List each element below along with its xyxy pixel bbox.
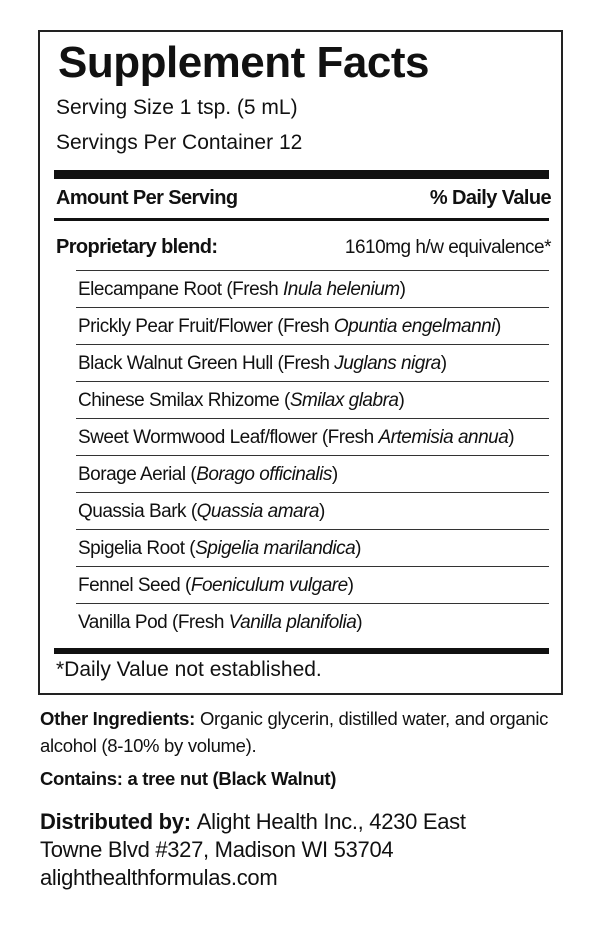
latin-name: Quassia amara bbox=[196, 501, 320, 522]
serving-size: Serving Size 1 tsp. (5 mL) bbox=[56, 96, 298, 119]
latin-name: Foeniculum vulgare bbox=[190, 575, 348, 596]
ingredient-row: Black Walnut Green Hull (Fresh Juglans n… bbox=[76, 345, 549, 382]
ingredient-text: ) bbox=[399, 279, 406, 300]
latin-name: Smilax glabra bbox=[289, 390, 399, 411]
distributor-line: Distributed by: Alight Health Inc., 4230 … bbox=[40, 808, 560, 836]
thick-rule bbox=[54, 648, 549, 654]
ingredient-text: Borage Aerial ( bbox=[78, 464, 197, 485]
latin-name: Spigelia marilandica bbox=[195, 538, 356, 559]
servings-per-container: Servings Per Container 12 bbox=[56, 131, 303, 154]
header-right: % Daily Value bbox=[429, 187, 552, 209]
ingredient-text: ) bbox=[398, 390, 405, 411]
distributor-line: Towne Blvd #327, Madison WI 53704 bbox=[40, 836, 560, 864]
blend-amount: 1610mg h/w equivalence* bbox=[344, 237, 552, 258]
ingredient-text: ) bbox=[331, 464, 338, 485]
address-text: alighthealthformulas.com bbox=[40, 865, 278, 890]
ingredient-text: Elecampane Root (Fresh bbox=[78, 279, 283, 300]
ingredient-text: ) bbox=[355, 538, 361, 559]
label: Other Ingredients: bbox=[40, 708, 195, 729]
text: Organic glycerin, distilled water, and o… bbox=[40, 708, 549, 756]
ingredient-list: Elecampane Root (Fresh Inula helenium) Pr… bbox=[76, 271, 549, 641]
address-text: Towne Blvd #327, Madison WI 53704 bbox=[40, 837, 394, 862]
blend-name: Proprietary blend: bbox=[56, 236, 218, 258]
header-left: Amount Per Serving bbox=[56, 187, 238, 209]
ingredient-row: Spigelia Root (Spigelia marilandica) bbox=[76, 530, 549, 567]
ingredient-text: ) bbox=[508, 427, 515, 448]
ingredient-text: Vanilla Pod (Fresh bbox=[78, 612, 229, 633]
latin-name: Opuntia engelmanni bbox=[333, 316, 496, 337]
ingredient-text: Black Walnut Green Hull (Fresh bbox=[78, 353, 335, 374]
ingredient-row: Prickly Pear Fruit/Flower (Fresh Opuntia… bbox=[76, 308, 549, 345]
latin-name: Inula helenium bbox=[283, 279, 400, 300]
latin-name: Artemisia annua bbox=[378, 427, 509, 448]
ingredient-row: Elecampane Root (Fresh Inula helenium) bbox=[76, 271, 549, 308]
ingredient-text: Chinese Smilax Rhizome ( bbox=[78, 390, 290, 411]
other-ingredients: Other Ingredients: Organic glycerin, dist… bbox=[40, 705, 560, 759]
contains: Contains: a tree nut (Black Walnut) bbox=[40, 768, 337, 789]
ingredient-text: Prickly Pear Fruit/Flower (Fresh bbox=[78, 316, 334, 337]
latin-name: Borago officinalis bbox=[196, 464, 332, 485]
ingredient-row: Borage Aerial (Borago officinalis) bbox=[76, 456, 549, 493]
ingredient-text: ) bbox=[347, 575, 354, 596]
ingredient-text: ) bbox=[319, 501, 325, 522]
ingredient-text: Fennel Seed ( bbox=[78, 575, 191, 596]
ingredient-row: Chinese Smilax Rhizome (Smilax glabra) bbox=[76, 382, 549, 419]
footnote: *Daily Value not established. bbox=[56, 658, 322, 681]
ingredient-row: Quassia Bark (Quassia amara) bbox=[76, 493, 549, 530]
ingredient-text: Spigelia Root ( bbox=[78, 538, 196, 559]
ingredient-text: ) bbox=[356, 612, 363, 633]
ingredient-row: Sweet Wormwood Leaf/flower (Fresh Artemi… bbox=[76, 419, 549, 456]
latin-name: Juglans nigra bbox=[334, 353, 441, 374]
panel-title: Supplement Facts bbox=[58, 38, 429, 87]
medium-rule bbox=[54, 218, 549, 221]
facts-panel: Supplement Facts Serving Size 1 tsp. (5 … bbox=[38, 30, 563, 695]
distributor-line: alighthealthformulas.com bbox=[40, 864, 560, 892]
ingredient-text: Sweet Wormwood Leaf/flower (Fresh bbox=[78, 427, 379, 448]
ingredient-row: Vanilla Pod (Fresh Vanilla planifolia) bbox=[76, 604, 549, 641]
ingredient-text: ) bbox=[440, 353, 447, 374]
rule bbox=[76, 270, 549, 271]
latin-name: Vanilla planifolia bbox=[228, 612, 357, 633]
ingredient-text: ) bbox=[494, 316, 501, 337]
address-text: Alight Health Inc., 4230 East bbox=[196, 809, 466, 834]
thick-rule bbox=[54, 170, 549, 179]
distributor: Distributed by: Alight Health Inc., 4230 … bbox=[40, 808, 560, 892]
ingredient-text: Quassia Bark ( bbox=[78, 501, 197, 522]
label: Distributed by: bbox=[40, 809, 191, 834]
ingredient-row: Fennel Seed (Foeniculum vulgare) bbox=[76, 567, 549, 604]
